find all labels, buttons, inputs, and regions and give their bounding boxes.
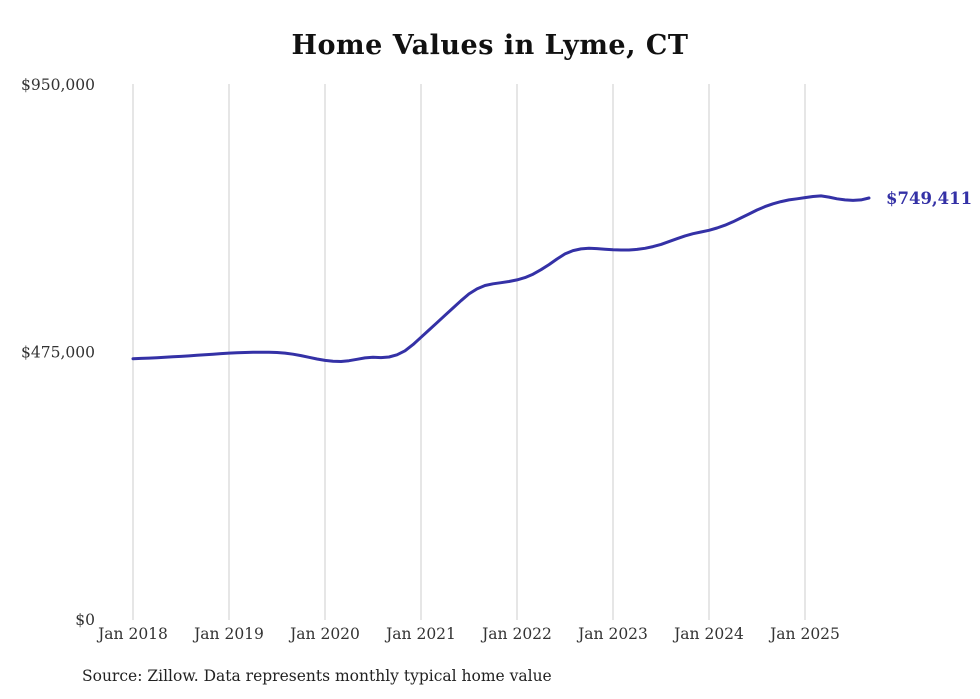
end-value-label: $749,411 [886,189,972,208]
x-axis-tick-label: Jan 2025 [768,625,840,643]
x-axis-tick-label: Jan 2024 [672,625,744,643]
x-axis-tick-label: Jan 2018 [96,625,168,643]
x-axis-tick-label: Jan 2021 [384,625,456,643]
x-axis-tick-label: Jan 2023 [576,625,648,643]
x-axis-tick-label: Jan 2019 [192,625,264,643]
y-axis-tick-label: $950,000 [21,76,95,94]
y-axis-tick-label: $475,000 [21,344,95,362]
y-axis-tick-label: $0 [75,611,95,629]
source-note: Source: Zillow. Data represents monthly … [82,667,552,685]
x-axis-tick-label: Jan 2022 [480,625,552,643]
x-axis-tick-label: Jan 2020 [288,625,360,643]
chart-title: Home Values in Lyme, CT [291,30,689,61]
value-line [131,194,871,363]
